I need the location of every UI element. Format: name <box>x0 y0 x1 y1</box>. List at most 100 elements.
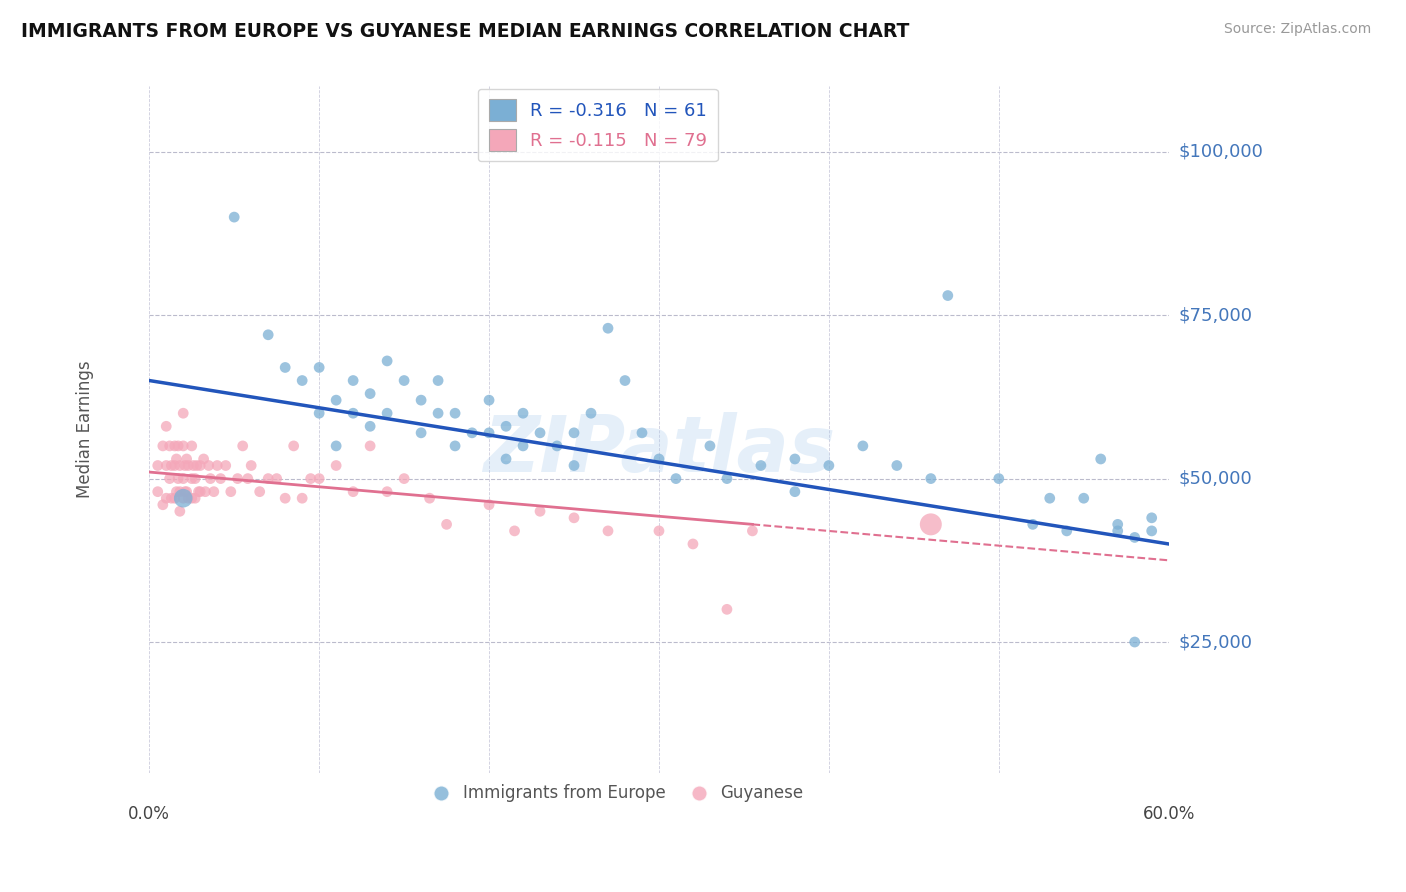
Point <box>359 439 381 453</box>
Point <box>308 472 330 486</box>
Point <box>562 511 585 525</box>
Point <box>155 491 177 506</box>
Point <box>176 484 198 499</box>
Point <box>682 537 704 551</box>
Point <box>436 517 458 532</box>
Text: ZIPatlas: ZIPatlas <box>482 412 835 488</box>
Point <box>562 425 585 440</box>
Point <box>183 458 205 473</box>
Text: $75,000: $75,000 <box>1178 306 1253 324</box>
Point <box>167 472 190 486</box>
Point <box>818 458 841 473</box>
Point <box>308 360 330 375</box>
Point <box>159 472 181 486</box>
Point <box>529 504 551 518</box>
Point <box>194 484 217 499</box>
Point <box>783 452 806 467</box>
Point <box>392 374 415 388</box>
Point <box>886 458 908 473</box>
Point <box>197 458 219 473</box>
Point <box>359 386 381 401</box>
Point <box>257 327 280 342</box>
Point <box>444 406 467 420</box>
Point <box>155 458 177 473</box>
Point <box>444 439 467 453</box>
Point <box>342 484 364 499</box>
Point <box>936 288 959 302</box>
Point <box>274 491 297 506</box>
Point <box>1123 531 1146 545</box>
Point <box>419 491 441 506</box>
Text: $25,000: $25,000 <box>1178 633 1253 651</box>
Point <box>648 524 671 538</box>
Point <box>716 472 738 486</box>
Point <box>1107 524 1129 538</box>
Point <box>165 484 187 499</box>
Point <box>163 439 186 453</box>
Point <box>176 452 198 467</box>
Point <box>165 452 187 467</box>
Point <box>648 452 671 467</box>
Point <box>172 491 194 506</box>
Point <box>169 504 191 518</box>
Point <box>495 452 517 467</box>
Point <box>478 393 501 408</box>
Point <box>291 374 314 388</box>
Point <box>146 484 169 499</box>
Point <box>266 472 288 486</box>
Point <box>219 484 242 499</box>
Point <box>174 484 197 499</box>
Point <box>169 458 191 473</box>
Point <box>152 498 174 512</box>
Text: 60.0%: 60.0% <box>1143 805 1195 823</box>
Point <box>411 425 433 440</box>
Point <box>631 425 654 440</box>
Point <box>177 458 200 473</box>
Point <box>562 458 585 473</box>
Point <box>236 472 259 486</box>
Point <box>209 472 232 486</box>
Point <box>427 406 450 420</box>
Point <box>226 472 249 486</box>
Point <box>1140 511 1163 525</box>
Point <box>1022 517 1045 532</box>
Point <box>461 425 484 440</box>
Point <box>187 484 209 499</box>
Point <box>1140 524 1163 538</box>
Point <box>249 484 271 499</box>
Point <box>174 458 197 473</box>
Point <box>342 374 364 388</box>
Point <box>202 484 225 499</box>
Point <box>184 491 207 506</box>
Point <box>172 439 194 453</box>
Point <box>188 484 211 499</box>
Point <box>291 491 314 506</box>
Point <box>411 393 433 408</box>
Text: Median Earnings: Median Earnings <box>76 360 94 499</box>
Point <box>325 439 347 453</box>
Point <box>172 472 194 486</box>
Point <box>749 458 772 473</box>
Point <box>172 406 194 420</box>
Point <box>503 524 526 538</box>
Point <box>325 393 347 408</box>
Point <box>172 491 194 506</box>
Point <box>375 484 398 499</box>
Point <box>375 406 398 420</box>
Point <box>283 439 305 453</box>
Text: $50,000: $50,000 <box>1178 469 1253 488</box>
Point <box>512 439 534 453</box>
Point <box>529 425 551 440</box>
Point <box>200 472 222 486</box>
Point <box>478 425 501 440</box>
Point <box>596 524 619 538</box>
Point <box>159 439 181 453</box>
Text: 0.0%: 0.0% <box>128 805 170 823</box>
Point <box>478 498 501 512</box>
Point <box>180 491 202 506</box>
Point <box>215 458 238 473</box>
Text: IMMIGRANTS FROM EUROPE VS GUYANESE MEDIAN EARNINGS CORRELATION CHART: IMMIGRANTS FROM EUROPE VS GUYANESE MEDIA… <box>21 22 910 41</box>
Point <box>188 458 211 473</box>
Point <box>224 210 246 224</box>
Point <box>308 406 330 420</box>
